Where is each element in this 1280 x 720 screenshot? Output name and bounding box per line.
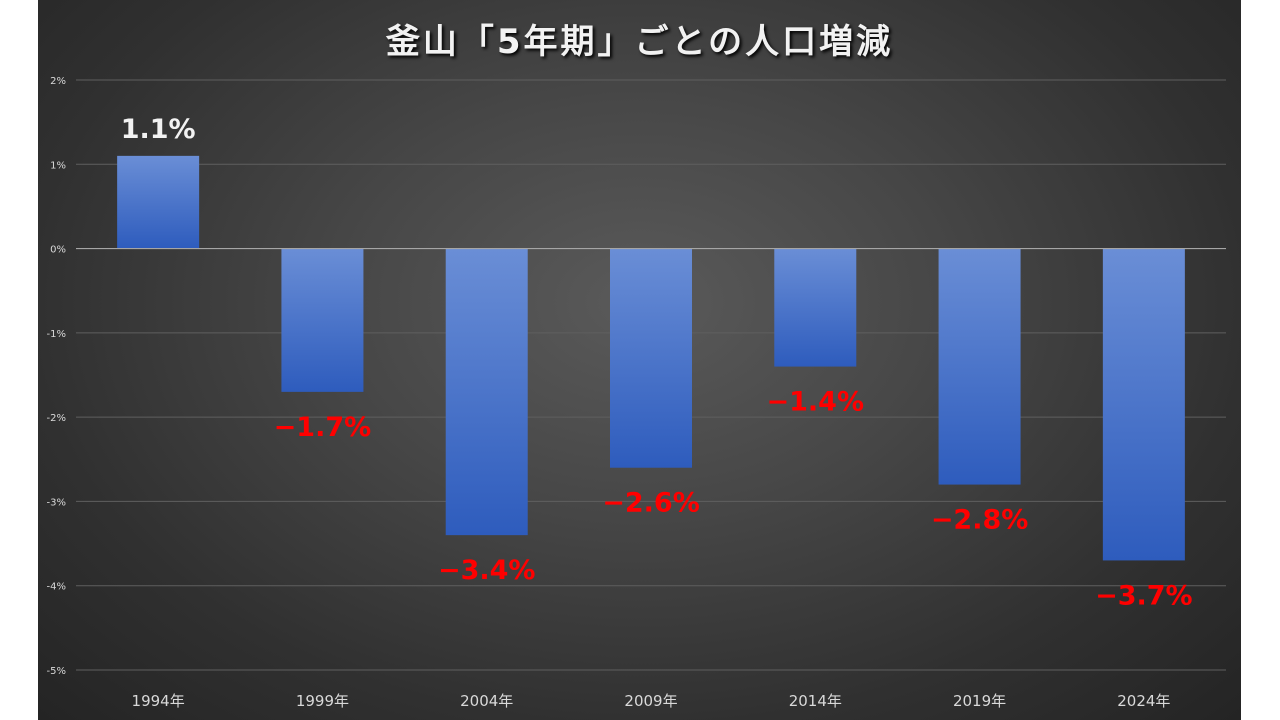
y-tick-label: 1% <box>50 160 66 171</box>
y-tick-label: -5% <box>47 666 66 677</box>
data-label-2019年: −2.8% <box>931 505 1029 536</box>
y-tick-label: 2% <box>50 76 66 87</box>
data-label-2009年: −2.6% <box>602 488 700 519</box>
x-category-label: 2009年 <box>624 692 677 710</box>
bar-2014年 <box>774 248 857 367</box>
bar-2004年 <box>445 248 528 536</box>
y-tick-label: -3% <box>47 497 66 508</box>
bar-2009年 <box>610 248 692 468</box>
data-label-2024年: −3.7% <box>1095 580 1193 611</box>
x-category-label: 1999年 <box>296 692 349 710</box>
bar-1994年 <box>117 155 200 249</box>
x-category-label: 2024年 <box>1117 692 1170 710</box>
data-label-1994年: 1.1% <box>121 114 196 145</box>
x-category-label: 1994年 <box>132 692 185 710</box>
x-axis-category-labels: 1994年 1999年 2004年 2009年 2014年 2019年 2024年 <box>132 692 1171 710</box>
y-axis-tick-labels: 2% 1% 0% -1% -2% -3% -4% -5% <box>47 76 66 677</box>
x-category-label: 2019年 <box>953 692 1006 710</box>
bars <box>117 155 1185 561</box>
data-label-2014年: −1.4% <box>767 387 865 418</box>
data-labels: 1.1% −1.7% −3.4% −2.6% −1.4% −2.8% −3.7% <box>121 114 1193 612</box>
data-label-1999年: −1.7% <box>274 412 372 443</box>
y-tick-label: -2% <box>47 413 66 424</box>
chart-panel: 釜山「5年期」ごとの人口増減 2% 1% 0% -1% -2% -3% -4% -5% 1.1… <box>38 0 1241 720</box>
x-category-label: 2004年 <box>460 692 513 710</box>
data-label-2004年: −3.4% <box>438 555 536 586</box>
y-tick-label: -4% <box>47 582 66 593</box>
bar-2019年 <box>938 248 1021 485</box>
bar-2024年 <box>1102 248 1185 561</box>
y-tick-label: -1% <box>47 329 66 340</box>
bar-chart: 2% 1% 0% -1% -2% -3% -4% -5% 1.1% −1.7% −3.4% −2.6… <box>47 76 1226 710</box>
bar-1999年 <box>281 248 364 392</box>
chart-title: 釜山「5年期」ごとの人口増減 <box>385 22 894 62</box>
y-tick-label: 0% <box>50 245 66 256</box>
x-category-label: 2014年 <box>789 692 842 710</box>
